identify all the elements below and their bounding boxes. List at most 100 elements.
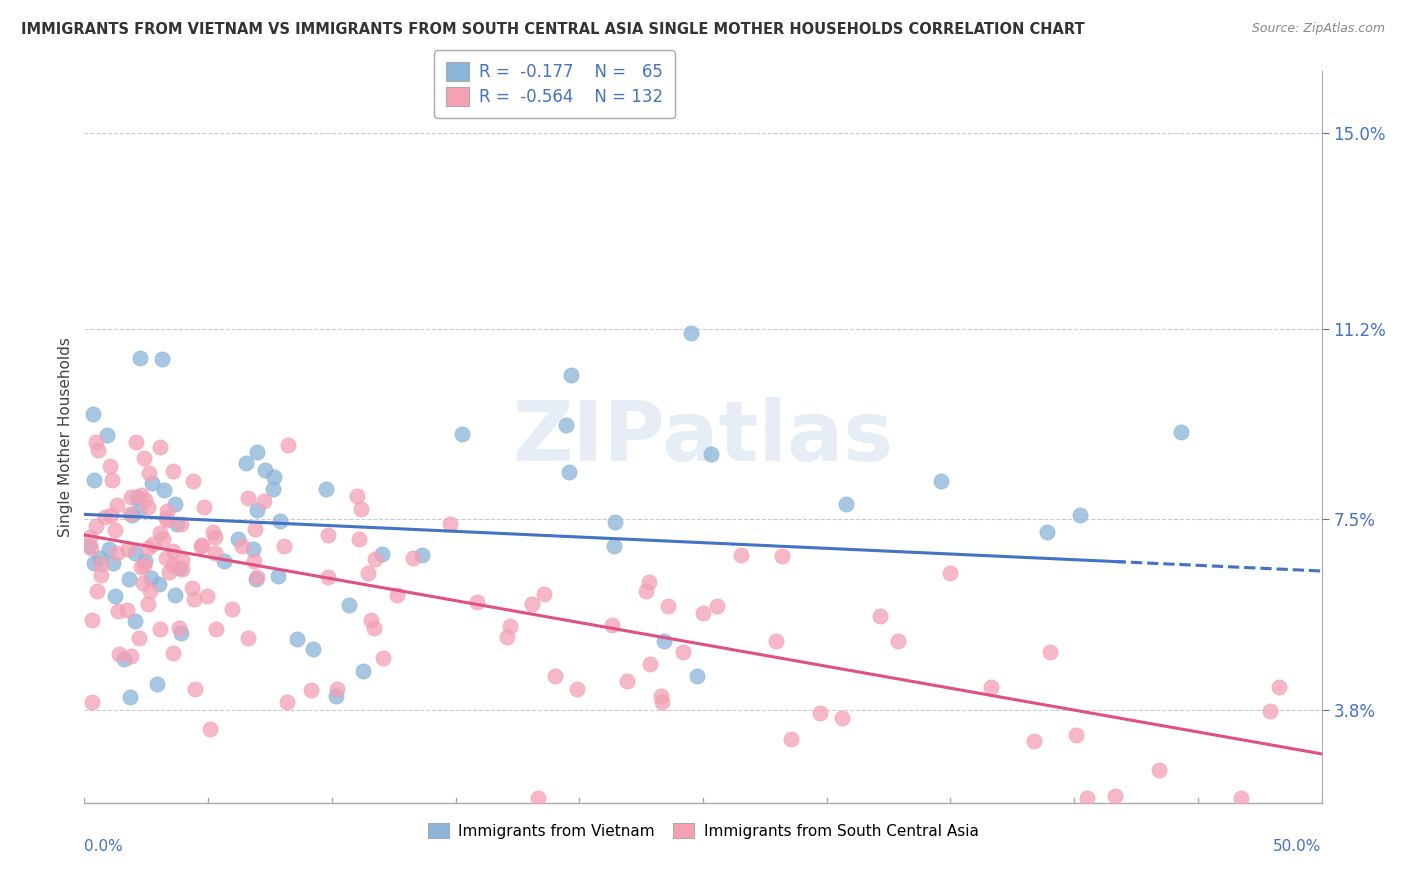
Point: [134, 450, 156, 465]
Point: [89, 550, 111, 565]
Point: [198, 722, 221, 736]
Point: [163, 497, 186, 511]
Point: [285, 632, 308, 647]
Point: [90, 557, 112, 571]
Point: [155, 551, 177, 566]
Point: [212, 553, 235, 567]
Point: [467, 594, 489, 608]
Point: [167, 561, 190, 575]
Point: [205, 622, 228, 636]
Text: IMMIGRANTS FROM VIETNAM VS IMMIGRANTS FROM SOUTH CENTRAL ASIA SINGLE MOTHER HOUS: IMMIGRANTS FROM VIETNAM VS IMMIGRANTS FR…: [21, 22, 1084, 37]
Point: [242, 541, 264, 556]
Point: [153, 483, 176, 498]
Point: [555, 417, 578, 432]
Point: [141, 570, 163, 584]
Point: [129, 488, 152, 502]
Point: [120, 690, 142, 705]
Point: [252, 494, 274, 508]
Point: [129, 559, 152, 574]
Point: [558, 465, 581, 479]
Point: [80, 613, 103, 627]
Point: [831, 711, 853, 725]
Point: [363, 621, 385, 635]
Point: [316, 528, 339, 542]
Point: [681, 326, 703, 340]
Point: [770, 549, 793, 563]
Point: [600, 618, 623, 632]
Text: 50.0%: 50.0%: [1274, 838, 1322, 854]
Point: [195, 589, 218, 603]
Point: [82, 407, 104, 421]
Point: [1104, 789, 1126, 803]
Point: [1230, 790, 1253, 805]
Point: [157, 565, 180, 579]
Point: [134, 492, 156, 507]
Point: [567, 682, 589, 697]
Point: [98, 459, 121, 474]
Point: [636, 584, 658, 599]
Text: 0.0%: 0.0%: [84, 838, 124, 854]
Point: [652, 633, 675, 648]
Point: [112, 651, 135, 665]
Point: [100, 508, 122, 522]
Point: [315, 482, 337, 496]
Point: [204, 530, 226, 544]
Point: [84, 519, 107, 533]
Point: [533, 587, 555, 601]
Point: [162, 647, 184, 661]
Point: [149, 526, 172, 541]
Point: [402, 550, 425, 565]
Point: [167, 620, 190, 634]
Point: [246, 570, 269, 584]
Point: [411, 548, 433, 562]
Point: [243, 554, 266, 568]
Point: [136, 500, 159, 514]
Point: [204, 546, 226, 560]
Point: [246, 445, 269, 459]
Point: [136, 541, 159, 556]
Point: [127, 491, 149, 505]
Point: [183, 591, 205, 606]
Point: [672, 645, 695, 659]
Point: [184, 682, 207, 697]
Point: [236, 632, 259, 646]
Point: [138, 466, 160, 480]
Point: [346, 489, 368, 503]
Point: [105, 546, 128, 560]
Point: [638, 657, 661, 671]
Text: ZIPatlas: ZIPatlas: [513, 397, 893, 477]
Point: [108, 647, 131, 661]
Point: [1035, 525, 1057, 540]
Point: [98, 542, 121, 557]
Point: [125, 435, 148, 450]
Point: [360, 613, 382, 627]
Point: [1170, 425, 1192, 440]
Point: [148, 622, 170, 636]
Point: [350, 502, 373, 516]
Point: [90, 567, 112, 582]
Point: [77, 539, 100, 553]
Point: [1069, 508, 1091, 522]
Point: [337, 598, 360, 612]
Point: [162, 558, 184, 572]
Point: [526, 790, 548, 805]
Point: [149, 441, 172, 455]
Point: [94, 509, 117, 524]
Point: [166, 516, 188, 531]
Point: [657, 599, 679, 614]
Point: [121, 508, 143, 523]
Point: [118, 507, 141, 521]
Point: [124, 614, 146, 628]
Point: [246, 503, 269, 517]
Point: [117, 603, 139, 617]
Text: Source: ZipAtlas.com: Source: ZipAtlas.com: [1251, 22, 1385, 36]
Point: [603, 539, 626, 553]
Point: [450, 426, 472, 441]
Point: [371, 547, 394, 561]
Point: [104, 524, 127, 538]
Point: [243, 522, 266, 536]
Point: [498, 619, 520, 633]
Point: [82, 695, 104, 709]
Point: [1260, 704, 1282, 718]
Point: [706, 599, 728, 613]
